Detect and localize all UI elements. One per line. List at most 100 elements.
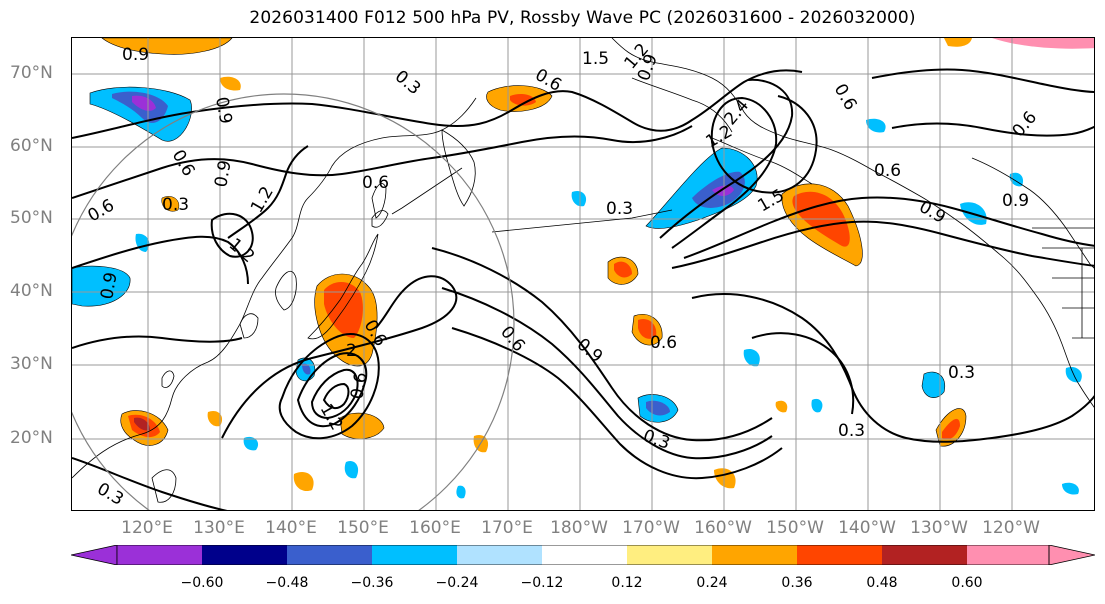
lon-label-130e: 130°E (193, 518, 245, 538)
shade-orange-small1 (220, 76, 241, 91)
shade-orange-50n (161, 196, 180, 212)
colorbar-segment (372, 545, 457, 565)
colorbar-tick: 0.48 (866, 575, 898, 591)
colorbar-tick: 0.60 (951, 575, 983, 591)
contour-label: 0.9 (1002, 191, 1029, 211)
colorbar-tick: 0.36 (781, 575, 813, 591)
lat-label-40n: 40°N (10, 281, 53, 301)
contour-label: 0.9 (211, 159, 235, 189)
colorbar-segment (202, 545, 287, 565)
shade-red-42n (614, 261, 632, 278)
lon-label-150w: 150°W (766, 518, 824, 538)
shade-red-65n (510, 94, 536, 106)
pv-map-svg: 0.9 0.3 0.9 0.6 1.2 0.9 0.6 0.6 0.9 1.2 … (72, 38, 1094, 510)
shade-blue-s3 (456, 485, 466, 499)
colorbar-tick: −0.24 (435, 575, 479, 591)
contour-label: 0.3 (162, 195, 189, 215)
colorbar-tick: −0.60 (180, 575, 224, 591)
colorbar-segment (117, 545, 202, 565)
colorbar-min-extend (71, 545, 118, 565)
shade-blue-w2 (135, 233, 150, 252)
lon-label-160w: 160°W (694, 518, 752, 538)
lat-label-70n: 70°N (10, 63, 53, 83)
colorbar-max-extend (1048, 545, 1095, 565)
lon-label-170w: 170°W (622, 518, 680, 538)
coastlines (72, 38, 1094, 503)
contour-label: 0.3 (640, 426, 672, 454)
contour-label: 0.3 (838, 421, 865, 441)
colorbar-segment (287, 545, 372, 565)
contour-label: 0.9 (122, 45, 149, 65)
contour-label: 0.6 (874, 161, 901, 181)
lon-label-180w: 180°W (550, 518, 608, 538)
pv-contours (72, 68, 1094, 510)
shade-darkred-sw (134, 417, 150, 431)
colorbar (71, 545, 1095, 565)
shade-blue-12n-e (1062, 482, 1079, 495)
colorbar-tick: −0.12 (520, 575, 564, 591)
shade-blue-s2 (344, 460, 359, 479)
colorbar-tick: 0.12 (611, 575, 643, 591)
shade-blue-27n-e2 (921, 371, 946, 398)
shade-blue-w (72, 265, 131, 307)
lon-label-140e: 140°E (265, 518, 317, 538)
contour-label: 2 (346, 341, 357, 361)
lat-label-30n: 30°N (10, 354, 53, 374)
lat-label-50n: 50°N (10, 208, 53, 228)
lon-label-120e: 120°E (121, 518, 173, 538)
contour-label: 0.3 (94, 479, 127, 510)
lat-label-20n: 20°N (10, 428, 53, 448)
shade-orange-s2 (293, 471, 314, 492)
lon-label-120w: 120°W (982, 518, 1040, 538)
shade-orange-top-r (944, 38, 972, 47)
colorbar-tick: 0.24 (696, 575, 728, 591)
shade-orange-24n-e (775, 400, 788, 413)
shade-blue-52n (571, 190, 587, 207)
contour-label: 0.9 (211, 95, 235, 125)
shade-orange-20n (339, 412, 385, 440)
lon-label-130w: 130°W (910, 518, 968, 538)
shade-blue-34n-e (743, 348, 760, 367)
contour-label: 0.9 (97, 271, 121, 301)
lon-label-140w: 140°W (838, 518, 896, 538)
pv-map-panel: 0.9 0.3 0.9 0.6 1.2 0.9 0.6 0.6 0.9 1.2 … (71, 37, 1095, 511)
contour-label: 0.6 (830, 81, 861, 114)
colorbar-segment (882, 545, 967, 565)
shade-blue-24n-e (811, 398, 823, 413)
contour-label: 0.3 (391, 67, 425, 100)
lat-label-60n: 60°N (10, 136, 53, 156)
colorbar-segment (967, 545, 1049, 565)
lon-label-170e: 170°E (481, 518, 533, 538)
shade-orange-top (101, 38, 233, 55)
contour-label: 0.6 (496, 322, 529, 356)
contour-label: 1.2 (247, 183, 278, 216)
colorbar-tick: −0.48 (265, 575, 309, 591)
contour-label: 1.5 (582, 49, 609, 69)
colorbar-segment (542, 545, 627, 565)
colorbar-segment (627, 545, 712, 565)
contour-label: 0.3 (606, 199, 633, 219)
map-title: 2026031400 F012 500 hPa PV, Rossby Wave … (249, 8, 916, 28)
contour-label: 0.3 (948, 363, 975, 383)
shade-darkblue-japan (302, 363, 311, 375)
contour-label: 0.6 (650, 333, 677, 353)
contour-label: 0.6 (362, 173, 389, 193)
shade-red-20n-e2 (942, 418, 960, 440)
colorbar-tick: −0.36 (350, 575, 394, 591)
shade-blue-s1 (243, 436, 259, 451)
lon-label-150e: 150°E (337, 518, 389, 538)
shade-purple-nw (132, 95, 156, 111)
region-circle (72, 93, 515, 510)
shaded-anomalies (72, 38, 1094, 499)
shade-orange-18n-e (714, 468, 736, 489)
shade-blue-60n-e (866, 118, 886, 133)
contour-label: 0.6 (347, 371, 371, 401)
contour-label: 0.6 (168, 147, 199, 180)
graticule (72, 38, 1094, 510)
shade-blue-55n (645, 147, 758, 229)
shade-orange-s1 (207, 410, 223, 427)
colorbar-segment (712, 545, 797, 565)
colorbar-segment (797, 545, 882, 565)
lon-label-160e: 160°E (409, 518, 461, 538)
colorbar-segment (457, 545, 542, 565)
